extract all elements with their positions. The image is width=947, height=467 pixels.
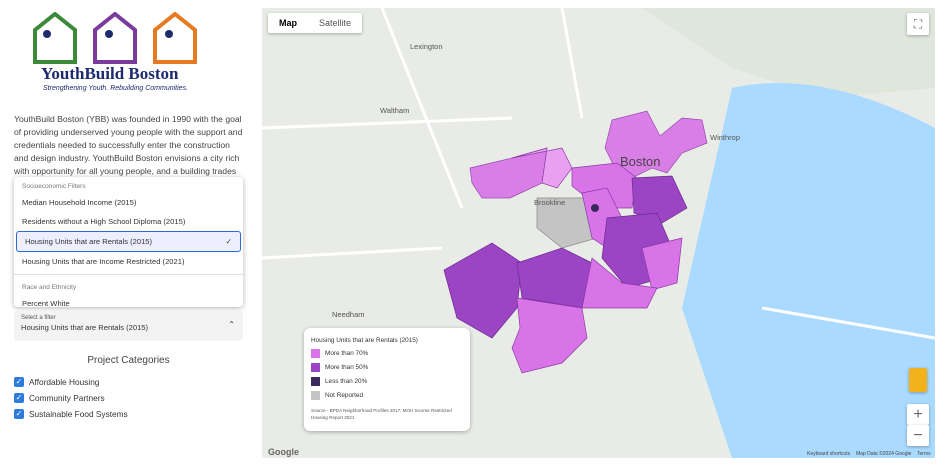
legend-swatch — [311, 377, 320, 386]
legend-label: More than 70% — [325, 350, 369, 357]
legend-swatch — [311, 391, 320, 400]
legend-label: Less than 20% — [325, 378, 368, 385]
select-value: Housing Units that are Rentals (2015) — [21, 323, 149, 332]
category-checkbox[interactable]: ✓ Sustainable Food Systems — [14, 406, 243, 422]
group-label: Race and Ethnicity — [22, 284, 77, 291]
select-caret: ⌃ — [228, 320, 235, 329]
category-checkbox[interactable]: ✓ Community Partners — [14, 390, 243, 406]
street-view-pegman[interactable] — [909, 368, 927, 392]
logo: YouthBuild Boston Strengthening Youth. R… — [33, 11, 205, 98]
filter-option[interactable]: Percent White — [22, 299, 70, 307]
filter-option[interactable]: Median Household Income (2015) — [22, 198, 137, 207]
keyboard-shortcuts[interactable]: Keyboard shortcuts — [807, 451, 851, 457]
legend-item: Less than 20% — [311, 377, 463, 386]
zoom-in-button[interactable]: + — [907, 404, 929, 425]
intro-text: YouthBuild Boston (YBB) was founded in 1… — [14, 114, 244, 183]
group-label: Socioeconomic Filters — [22, 183, 86, 190]
category-checkbox[interactable]: ✓ Affordable Housing — [14, 374, 243, 390]
category-label: Community Partners — [29, 393, 105, 403]
legend-item: More than 70% — [311, 349, 463, 358]
zoom-out-button[interactable]: − — [907, 425, 929, 446]
filter-option[interactable]: Housing Units that are Income Restricted… — [22, 257, 185, 266]
place-label: Brookline — [534, 198, 566, 207]
map-type-button[interactable]: Map — [279, 18, 297, 28]
map-attribution: Map Data ©2024 Google — [856, 451, 912, 457]
map-legend: Housing Units that are Rentals (2015) Mo… — [304, 328, 470, 431]
filter-dropdown: Socioeconomic Filters Median Household In… — [14, 177, 243, 307]
legend-title: Housing Units that are Rentals (2015) — [311, 337, 418, 344]
map[interactable]: Map Satellite ⛶ + − Housing Units that ar… — [262, 8, 935, 458]
filter-option[interactable]: Residents without a High School Diploma … — [22, 217, 186, 226]
categories-title: Project Categories — [87, 355, 170, 366]
fullscreen-button[interactable]: ⛶ — [907, 13, 929, 35]
checkbox-icon: ✓ — [14, 393, 24, 403]
filter-option[interactable]: Housing Units that are Rentals (2015) ✓ — [16, 231, 241, 252]
select-label: Select a filter — [21, 315, 56, 321]
place-label: Winthrop — [710, 133, 741, 142]
filter-select[interactable]: Select a filter Housing Units that are R… — [14, 311, 243, 341]
logo-houses — [33, 11, 197, 64]
sidebar: YouthBuild Boston Strengthening Youth. R… — [0, 0, 255, 467]
logo-title: YouthBuild Boston — [41, 64, 179, 83]
legend-label: More than 50% — [325, 364, 369, 371]
category-label: Affordable Housing — [29, 377, 100, 387]
legend-swatch — [311, 363, 320, 372]
terms-link[interactable]: Terms — [917, 451, 931, 457]
place-label: Needham — [332, 310, 365, 319]
logo-tagline: Strengthening Youth. Rebuilding Communit… — [43, 85, 189, 92]
legend-item: Not Reported — [311, 391, 463, 400]
project-categories: Project Categories ✓ Affordable Housing ✓ C… — [14, 355, 243, 422]
map-type-button[interactable]: Satellite — [319, 18, 352, 28]
map-brand: Google — [268, 447, 299, 457]
legend-swatch — [311, 349, 320, 358]
map-type-control: Map Satellite — [268, 13, 363, 33]
map-shapes — [262, 8, 935, 458]
checkbox-icon: ✓ — [14, 409, 24, 419]
place-label: Boston — [620, 154, 661, 169]
divider — [14, 274, 243, 275]
checkbox-icon: ✓ — [14, 377, 24, 387]
place-label: Waltham — [380, 106, 410, 115]
legend-item: More than 50% — [311, 363, 463, 372]
check-icon: ✓ — [225, 237, 232, 246]
legend-source: Source - BPDA Neighborhood Profiles 2017… — [311, 408, 452, 420]
legend-label: Not Reported — [325, 392, 364, 399]
category-label: Sustainable Food Systems — [29, 409, 128, 419]
place-label: Lexington — [410, 42, 443, 51]
